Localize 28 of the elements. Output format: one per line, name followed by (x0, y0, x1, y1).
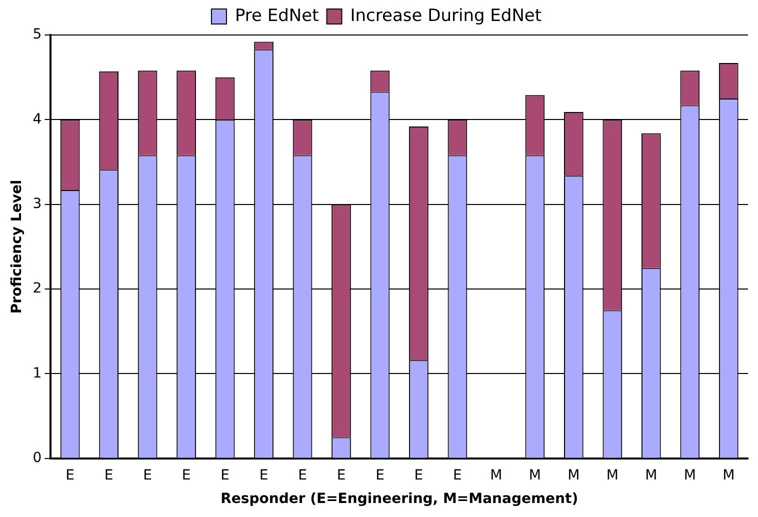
x-tick-label: E (220, 467, 230, 484)
legend-label: Pre EdNet (234, 6, 320, 26)
x-tick-label: E (376, 467, 384, 484)
legend-label: Increase During EdNet (350, 6, 542, 26)
x-tick-label: E (453, 467, 462, 484)
x-tick-label: M (528, 467, 541, 484)
y-tick-label: 2 (32, 280, 42, 297)
x-axis-title: Responder (E=Engineering, M=Management) (220, 491, 578, 508)
x-tick-label: M (490, 467, 502, 484)
x-tick-label: E (143, 467, 152, 484)
x-tick-label: E (66, 467, 75, 484)
x-tick-label: E (104, 467, 114, 484)
x-tick-label: M (684, 467, 696, 484)
x-tick-label: E (298, 467, 307, 484)
y-axis-title: Proficiency Level (9, 180, 26, 314)
x-tick-label: M (606, 467, 618, 484)
x-tick-label: M (645, 467, 658, 484)
x-tick-label: E (336, 467, 346, 484)
x-tick-label: E (259, 467, 268, 484)
x-tick-label: M (568, 467, 580, 484)
y-tick-label: 4 (32, 111, 42, 128)
x-tick-label: E (414, 467, 424, 484)
y-tick-label: 0 (32, 450, 42, 466)
y-tick-label: 1 (32, 365, 42, 382)
x-tick-label: E (182, 467, 191, 484)
y-tick-label: 5 (32, 26, 42, 43)
x-tick-label: M (722, 467, 735, 484)
y-tick-label: 3 (32, 196, 42, 212)
